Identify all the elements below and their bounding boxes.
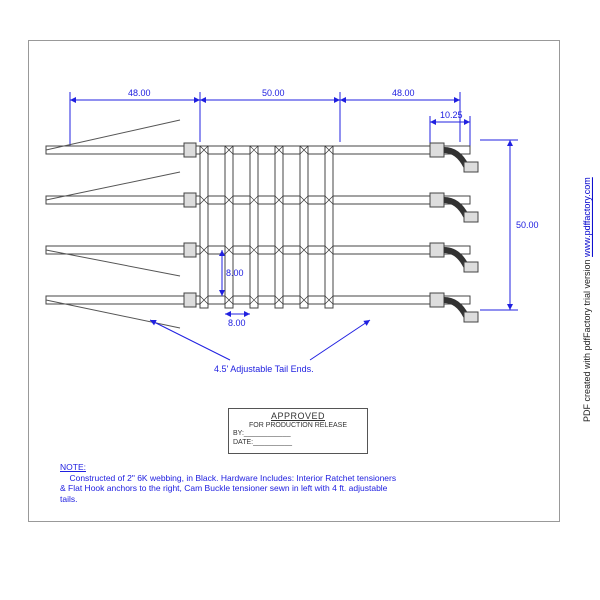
note-body: Constructed of 2" 6K webbing, in Black. …: [60, 473, 396, 504]
approval-line1: FOR PRODUCTION RELEASE: [233, 422, 363, 430]
callout-label: 4.5' Adjustable Tail Ends.: [214, 364, 314, 374]
note-block: NOTE: Constructed of 2" 6K webbing, in B…: [60, 462, 400, 505]
approval-title: APPROVED: [233, 411, 363, 422]
approval-stamp: APPROVED FOR PRODUCTION RELEASE BY:_____…: [228, 408, 368, 454]
dim-grid-h: 8.00: [228, 318, 246, 328]
dim-top: [70, 92, 460, 150]
watermark-link[interactable]: www.pdffactory.com: [582, 178, 592, 258]
left-buckles: [184, 143, 196, 307]
note-heading: NOTE:: [60, 462, 86, 472]
dim-grid-v: 8.00: [226, 268, 244, 278]
watermark-text: PDF created with pdfFactory trial versio…: [582, 257, 592, 422]
vert-straps: [200, 146, 333, 308]
approval-line3: DATE:__________: [233, 439, 363, 447]
net-drawing: [46, 120, 478, 328]
pdf-watermark: PDF created with pdfFactory trial versio…: [580, 120, 594, 480]
callout-leaders: [150, 320, 370, 360]
dim-right: [480, 140, 518, 310]
dim-right-label: 50.00: [516, 220, 539, 230]
dim-top-left: 48.00: [128, 88, 151, 98]
right-hardware: [430, 143, 478, 322]
approval-line2: BY:____________: [233, 430, 363, 438]
stitch-marks: [200, 146, 333, 304]
dim-top-right: 48.00: [392, 88, 415, 98]
dim-sub-right-label: 10.25: [440, 110, 463, 120]
dim-sub-right: [430, 116, 470, 146]
drawing-canvas: 48.00 50.00 48.00 10.25 50.00: [0, 0, 600, 600]
dim-top-mid: 50.00: [262, 88, 285, 98]
